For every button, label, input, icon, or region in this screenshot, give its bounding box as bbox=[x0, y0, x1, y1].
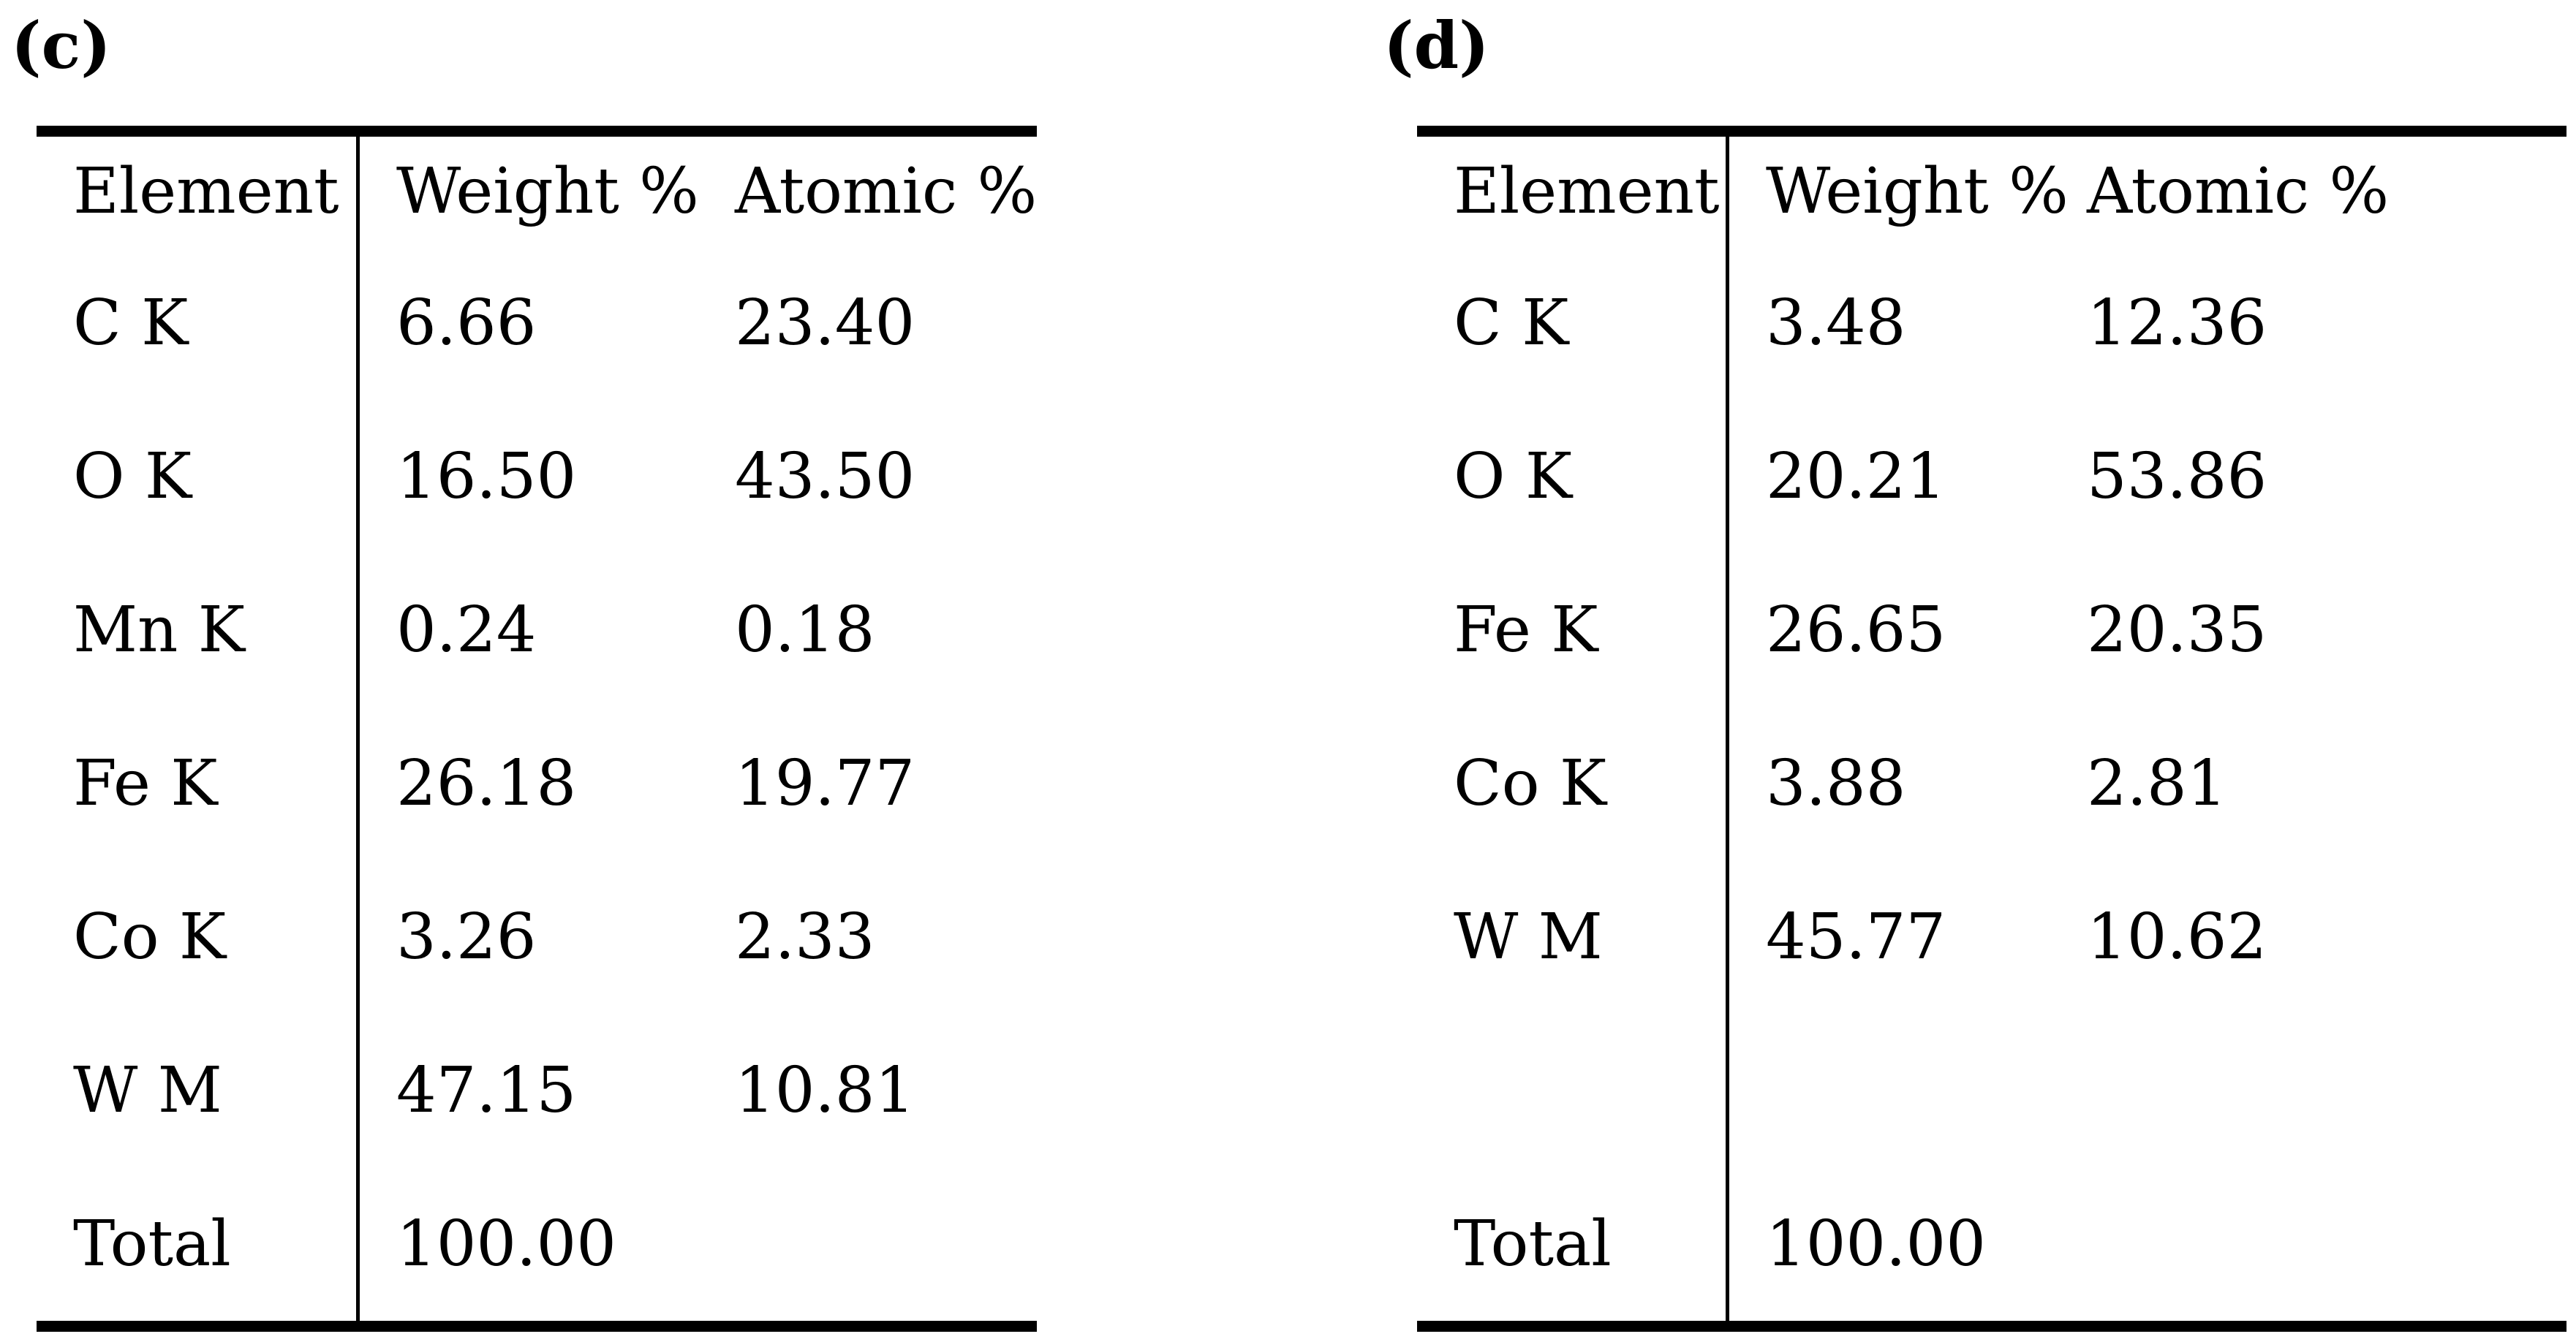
column-header-weight: Weight % bbox=[396, 155, 699, 228]
table-cell-weight: 16.50 bbox=[396, 440, 577, 513]
table-cell-element: O K bbox=[73, 440, 192, 513]
table-cell-atomic: 20.35 bbox=[2087, 594, 2267, 667]
column-header-weight: Weight % bbox=[1766, 155, 2069, 228]
table-cell-weight: 6.66 bbox=[396, 287, 537, 360]
column-header-atomic: Atomic % bbox=[2087, 155, 2390, 228]
table-cell-weight: 0.24 bbox=[396, 594, 537, 667]
column-header-atomic: Atomic % bbox=[735, 155, 1038, 228]
table-cell-atomic: 23.40 bbox=[735, 287, 915, 360]
column-header-element: Element bbox=[1454, 155, 1720, 228]
table-cell-element: Total bbox=[1454, 1208, 1612, 1281]
table-cell-weight: 3.88 bbox=[1766, 747, 1906, 820]
table-cell-atomic: 12.36 bbox=[2087, 287, 2267, 360]
table-cell-atomic: 2.81 bbox=[2087, 747, 2227, 820]
table-cell-element: Total bbox=[73, 1208, 231, 1281]
table-cell-atomic: 43.50 bbox=[735, 440, 915, 513]
eds-table-d-grid: Element Weight % Atomic % C K 3.48 12.36… bbox=[1417, 137, 2566, 1321]
table-cell-weight: 3.48 bbox=[1766, 287, 1906, 360]
table-cell-weight: 100.00 bbox=[396, 1208, 616, 1281]
table-cell-element: O K bbox=[1454, 440, 1573, 513]
table-cell-atomic: 53.86 bbox=[2087, 440, 2267, 513]
table-cell-element: W M bbox=[1454, 901, 1603, 974]
table-cell-weight: 3.26 bbox=[396, 901, 537, 974]
eds-table-c-grid: Element Weight % Atomic % C K 6.66 23.40… bbox=[37, 137, 1037, 1321]
table-cell-atomic bbox=[735, 1167, 1037, 1321]
table-cell-element: W M bbox=[73, 1054, 222, 1127]
table-cell-weight: 47.15 bbox=[396, 1054, 577, 1127]
table-cell-atomic: 2.33 bbox=[735, 901, 875, 974]
table-cell-atomic: 0.18 bbox=[735, 594, 875, 667]
table-cell-atomic bbox=[2087, 1167, 2566, 1321]
table-cell-element: Co K bbox=[73, 901, 227, 974]
panel-label-d: (d) bbox=[1383, 7, 1489, 83]
table-cell-weight: 20.21 bbox=[1766, 440, 1946, 513]
table-cell-weight: 45.77 bbox=[1766, 901, 1946, 974]
table-cell-element: Co K bbox=[1454, 747, 1607, 820]
table-cell-element: C K bbox=[1454, 287, 1569, 360]
table-cell-element-empty bbox=[1417, 1014, 1726, 1167]
table-cell-element: Fe K bbox=[73, 747, 218, 820]
table-cell-weight: 26.18 bbox=[396, 747, 577, 820]
table-cell-atomic: 10.81 bbox=[735, 1054, 915, 1127]
table-cell-weight-empty bbox=[1726, 1014, 2087, 1167]
panel-label-c: (c) bbox=[11, 7, 111, 83]
table-cell-atomic: 10.62 bbox=[2087, 901, 2267, 974]
eds-table-d: Element Weight % Atomic % C K 3.48 12.36… bbox=[1417, 126, 2566, 1332]
column-divider-c bbox=[356, 137, 360, 1321]
table-cell-element: C K bbox=[73, 287, 189, 360]
column-header-element: Element bbox=[73, 155, 339, 228]
eds-table-c: Element Weight % Atomic % C K 6.66 23.40… bbox=[37, 126, 1037, 1332]
table-cell-element: Mn K bbox=[73, 594, 246, 667]
column-divider-d bbox=[1726, 137, 1729, 1321]
table-cell-weight: 100.00 bbox=[1766, 1208, 1986, 1281]
table-cell-weight: 26.65 bbox=[1766, 594, 1946, 667]
table-cell-atomic: 19.77 bbox=[735, 747, 915, 820]
table-cell-element: Fe K bbox=[1454, 594, 1598, 667]
table-cell-atomic-empty bbox=[2087, 1014, 2566, 1167]
